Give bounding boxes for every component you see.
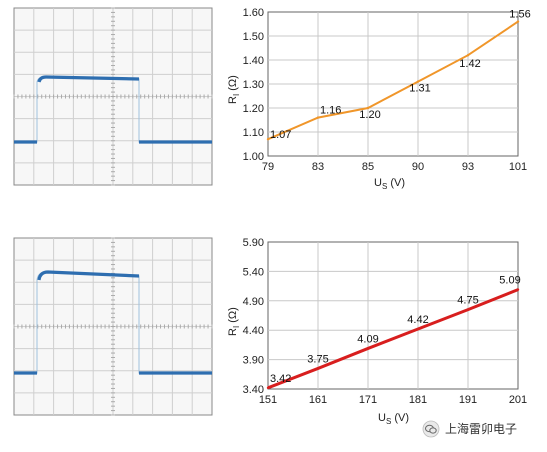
y-tick-label: 1.20 [243,103,264,115]
chart-grid-bottom [268,242,518,389]
y-tick-label: 1.40 [243,55,264,67]
x-tick-labels-top: 79 83 85 90 93 101 [262,161,527,173]
y-axis-label-bottom: RI (Ω) [227,307,241,336]
y-tick-label: 5.40 [243,266,264,278]
x-tick-label: 181 [409,394,427,406]
data-point [366,347,370,350]
watermark-text: 上海雷卯电子 [445,421,517,436]
data-label: 3.75 [307,353,328,365]
y-tick-label: 5.90 [243,237,264,249]
y-tick-label: 4.90 [243,296,264,308]
data-label: 4.09 [357,333,378,345]
x-tick-label: 171 [359,394,377,406]
data-label: 1.07 [270,129,291,141]
data-point [316,116,320,119]
data-point [266,386,270,390]
data-label: 4.42 [407,314,428,326]
y-tick-label: 1.30 [243,79,264,91]
data-label: 1.56 [509,9,530,21]
series-line-top [267,20,519,141]
line-chart-top: 1.00 1.10 1.20 1.30 1.40 1.50 1.60 79 83 85 90 93 1… [227,7,531,191]
x-tick-label: 93 [462,161,474,173]
data-label: 5.09 [499,275,520,287]
wechat-icon [422,420,440,438]
scope-grid-bottom [13,237,213,416]
x-tick-label: 151 [259,394,277,406]
x-axis-label-top: US (V) [374,177,405,191]
x-tick-label: 191 [459,394,477,406]
data-point [416,327,420,331]
plot-area-bottom [267,241,519,390]
data-label: 4.75 [457,295,478,307]
chart-grid-top [268,12,518,156]
y-tick-label: 3.90 [243,355,264,367]
y-tick-label: 1.10 [243,127,264,139]
y-tick-label: 1.50 [243,31,264,43]
data-labels-top: 1.07 1.16 1.20 1.31 1.42 1.56 [270,9,531,142]
data-label: 1.42 [459,58,480,70]
x-tick-label: 161 [309,394,327,406]
x-tick-label: 79 [262,161,274,173]
scope-trace-bottom [14,270,212,375]
x-axis-label-bottom: US (V) [378,412,409,426]
data-point [516,20,520,23]
x-tick-label: 83 [312,161,324,173]
y-tick-label: 1.00 [243,151,264,163]
y-tick-label: 4.40 [243,325,264,337]
scope-panel-top [13,7,213,186]
data-label: 1.31 [409,83,430,95]
data-point [416,80,420,83]
scope-trace-top [14,75,212,144]
y-tick-label: 1.60 [243,7,264,19]
scope-grid-top [13,7,213,186]
x-tick-label: 201 [509,394,527,406]
x-tick-labels-bottom: 151 161 171 181 191 201 [259,394,527,406]
data-label: 1.20 [359,109,380,121]
data-point [266,138,270,141]
data-point [466,308,470,311]
y-tick-labels-top: 1.00 1.10 1.20 1.30 1.40 1.50 1.60 [243,7,264,163]
y-tick-labels-bottom: 3.40 3.90 4.40 4.90 5.40 5.90 [243,237,264,396]
data-point [466,54,470,57]
watermark: 上海雷卯电子 [422,420,517,438]
y-axis-label-top: RI (Ω) [227,75,241,104]
series-line-bottom [267,288,519,390]
x-tick-label: 101 [509,161,527,173]
data-label: 3.42 [270,373,291,385]
data-point [316,367,320,370]
scope-panel-bottom [13,237,213,416]
data-labels-bottom: 3.42 3.75 4.09 4.42 4.75 5.09 [270,275,521,385]
x-tick-label: 90 [412,161,424,173]
data-point [516,288,520,291]
data-point [366,106,370,110]
x-tick-label: 85 [362,161,374,173]
y-tick-label: 3.40 [243,384,264,396]
data-label: 1.16 [320,105,341,117]
line-chart-bottom: 3.40 3.90 4.40 4.90 5.40 5.90 151 161 171 181 191… [227,237,527,426]
